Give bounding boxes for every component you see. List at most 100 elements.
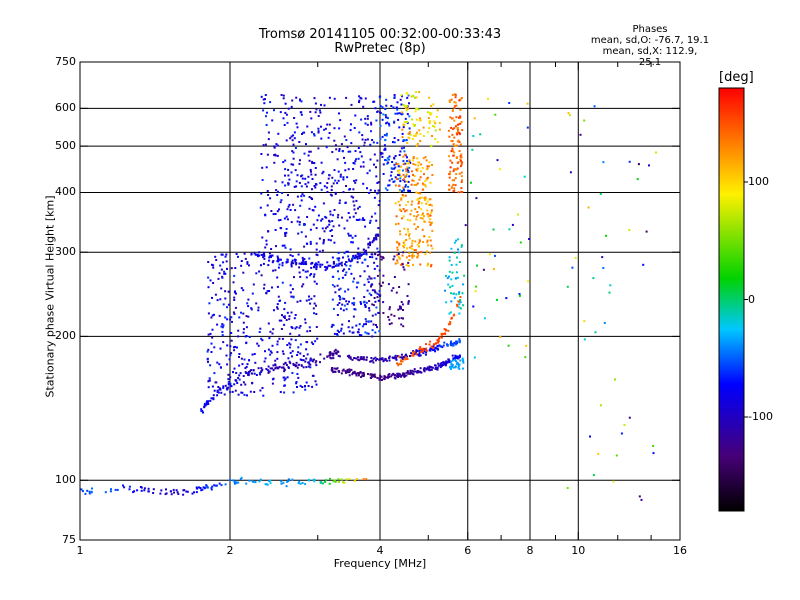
data-point xyxy=(270,210,273,212)
data-point xyxy=(392,287,395,290)
data-point xyxy=(392,141,394,144)
data-point xyxy=(429,239,432,242)
data-point xyxy=(273,109,275,112)
data-point xyxy=(360,302,362,305)
data-point xyxy=(411,239,414,242)
data-point xyxy=(375,306,378,309)
data-point xyxy=(309,150,312,153)
data-point xyxy=(425,159,428,162)
data-point xyxy=(376,376,379,379)
data-point xyxy=(410,352,413,355)
data-point xyxy=(238,378,241,381)
data-point xyxy=(387,376,389,379)
data-point xyxy=(232,281,235,284)
data-point xyxy=(352,257,355,260)
data-point xyxy=(456,305,459,308)
data-point xyxy=(334,348,337,351)
data-point xyxy=(295,180,298,183)
data-point xyxy=(216,299,219,302)
data-point xyxy=(436,141,439,144)
data-point xyxy=(88,490,91,493)
data-point xyxy=(432,125,435,127)
data-point xyxy=(229,391,232,394)
data-point xyxy=(298,363,300,366)
data-point xyxy=(363,258,366,261)
data-point xyxy=(402,356,405,358)
data-point xyxy=(228,478,231,481)
data-point xyxy=(257,255,259,258)
data-point xyxy=(267,194,270,196)
data-point xyxy=(394,202,397,205)
data-point xyxy=(352,315,355,318)
data-point xyxy=(412,373,415,376)
data-point xyxy=(160,489,163,492)
data-point xyxy=(250,252,253,255)
data-point xyxy=(363,270,366,273)
data-point xyxy=(424,196,427,199)
data-point xyxy=(371,359,374,362)
data-point xyxy=(418,178,421,181)
data-point xyxy=(361,325,364,328)
data-point xyxy=(354,114,357,117)
data-point xyxy=(404,375,406,377)
data-point xyxy=(328,96,331,99)
data-point xyxy=(369,242,372,245)
data-point xyxy=(357,247,360,250)
data-point xyxy=(363,219,366,221)
data-point xyxy=(455,239,458,242)
data-point xyxy=(417,192,420,194)
data-point xyxy=(299,159,301,162)
data-point xyxy=(456,303,458,306)
data-point xyxy=(375,119,378,122)
data-point xyxy=(259,373,262,376)
x-tick-label: 8 xyxy=(526,544,534,557)
data-point xyxy=(346,219,349,222)
data-point xyxy=(152,492,155,494)
data-point xyxy=(387,117,389,120)
data-point xyxy=(305,143,307,146)
data-point xyxy=(387,316,390,318)
chart-subtitle: RwPretec (8p) xyxy=(334,41,426,56)
data-point xyxy=(567,112,570,115)
data-point xyxy=(419,176,422,179)
data-point xyxy=(430,263,433,266)
data-point xyxy=(601,256,604,259)
data-point xyxy=(413,175,416,178)
data-point xyxy=(382,281,384,284)
data-point xyxy=(331,176,334,179)
data-point xyxy=(351,302,354,305)
data-point xyxy=(348,234,351,237)
data-point xyxy=(200,408,203,411)
data-point xyxy=(224,384,227,387)
data-point xyxy=(628,229,631,232)
data-point xyxy=(358,218,361,221)
data-point xyxy=(264,213,267,216)
data-point xyxy=(304,235,307,238)
data-point xyxy=(300,364,303,367)
data-point xyxy=(371,375,374,378)
data-point xyxy=(369,241,371,244)
data-point xyxy=(448,184,451,187)
data-point xyxy=(143,487,146,490)
data-point xyxy=(224,316,227,319)
data-point xyxy=(310,173,313,176)
data-point xyxy=(460,161,463,164)
data-point xyxy=(240,264,243,267)
data-point xyxy=(219,388,222,391)
data-point xyxy=(430,368,433,371)
data-point xyxy=(412,173,414,176)
data-point xyxy=(356,356,359,359)
data-point xyxy=(283,308,286,311)
data-point xyxy=(233,291,236,294)
data-point xyxy=(339,296,341,299)
data-point xyxy=(237,377,240,379)
data-point xyxy=(431,247,434,250)
data-point xyxy=(285,215,288,218)
data-point xyxy=(238,316,241,319)
data-point xyxy=(341,216,343,219)
data-point xyxy=(372,357,375,360)
data-point xyxy=(211,336,214,339)
data-point xyxy=(396,253,399,256)
data-point xyxy=(475,197,478,200)
data-point xyxy=(345,250,348,253)
